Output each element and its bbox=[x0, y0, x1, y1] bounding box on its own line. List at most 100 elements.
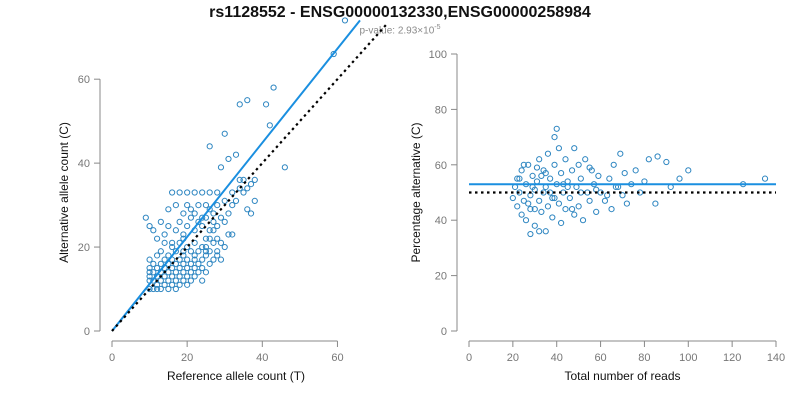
y-axis-title: Alternative allele count (C) bbox=[57, 122, 71, 263]
data-point bbox=[575, 161, 582, 168]
data-point bbox=[195, 248, 202, 255]
data-point bbox=[266, 122, 273, 129]
data-point bbox=[531, 222, 538, 229]
data-point bbox=[544, 203, 552, 210]
data-point bbox=[146, 269, 153, 276]
data-point bbox=[632, 167, 639, 174]
data-point bbox=[621, 170, 628, 177]
data-point bbox=[180, 210, 187, 217]
data-point bbox=[157, 248, 164, 255]
x-tick-label: 0 bbox=[466, 352, 472, 364]
data-point bbox=[157, 260, 164, 267]
x-axis-title: Reference allele count (T) bbox=[167, 369, 305, 383]
data-point bbox=[187, 277, 195, 284]
data-point bbox=[195, 260, 202, 267]
data-point bbox=[217, 239, 225, 246]
data-point bbox=[244, 185, 251, 192]
data-point bbox=[210, 256, 217, 263]
data-point bbox=[199, 256, 206, 263]
data-point bbox=[244, 97, 251, 104]
data-point bbox=[551, 194, 558, 202]
data-point bbox=[187, 248, 195, 255]
data-point bbox=[184, 189, 191, 196]
data-point bbox=[180, 277, 187, 284]
data-point bbox=[536, 197, 543, 204]
data-point bbox=[341, 17, 349, 24]
data-point bbox=[165, 252, 172, 259]
data-point bbox=[232, 151, 240, 158]
data-point bbox=[536, 228, 543, 235]
data-point bbox=[165, 206, 172, 213]
data-point bbox=[169, 281, 176, 288]
data-point bbox=[206, 260, 213, 267]
data-point bbox=[202, 235, 210, 242]
data-point bbox=[184, 264, 191, 272]
data-point bbox=[214, 222, 221, 230]
data-point bbox=[232, 197, 240, 204]
data-point bbox=[176, 281, 183, 288]
data-point bbox=[210, 227, 217, 234]
y-tick-label: 20 bbox=[435, 271, 447, 283]
data-point bbox=[169, 273, 176, 280]
data-point bbox=[610, 161, 617, 168]
p-value-exponent: -5 bbox=[434, 24, 441, 31]
data-point bbox=[161, 281, 168, 288]
data-point bbox=[514, 175, 521, 182]
data-point bbox=[199, 189, 206, 196]
data-point bbox=[191, 252, 198, 259]
data-point bbox=[172, 277, 179, 284]
data-point bbox=[165, 285, 172, 293]
data-point bbox=[551, 161, 558, 168]
regression-fit-line bbox=[111, 19, 361, 332]
data-point bbox=[225, 155, 232, 163]
data-point bbox=[214, 235, 221, 242]
data-point bbox=[562, 206, 569, 213]
data-point bbox=[623, 200, 630, 207]
data-point bbox=[575, 203, 582, 210]
data-point bbox=[195, 201, 202, 209]
data-point bbox=[540, 189, 547, 196]
data-point bbox=[202, 243, 210, 251]
x-tick-label: 20 bbox=[181, 352, 193, 364]
data-point bbox=[586, 197, 593, 204]
data-point bbox=[229, 231, 236, 238]
data-point bbox=[527, 206, 534, 213]
data-point bbox=[595, 172, 602, 179]
data-point bbox=[206, 235, 213, 242]
data-point bbox=[146, 264, 153, 272]
y-tick-label: 100 bbox=[429, 49, 447, 61]
data-point bbox=[251, 176, 258, 184]
data-point bbox=[571, 145, 578, 152]
data-point bbox=[214, 248, 221, 255]
p-value-label: p-value: 2.93×10-5 bbox=[0, 24, 800, 36]
data-point bbox=[547, 175, 554, 182]
data-point bbox=[161, 256, 168, 263]
data-point bbox=[165, 277, 172, 284]
data-point bbox=[606, 175, 613, 182]
data-point bbox=[202, 248, 210, 255]
data-point bbox=[195, 218, 202, 225]
y-tick-label: 80 bbox=[435, 104, 447, 116]
y-tick-label: 60 bbox=[78, 74, 90, 86]
data-point bbox=[180, 269, 187, 276]
data-point bbox=[146, 256, 153, 263]
data-point bbox=[516, 189, 523, 196]
data-point bbox=[217, 214, 225, 221]
data-point bbox=[531, 206, 538, 213]
data-point bbox=[520, 161, 527, 168]
data-point bbox=[619, 192, 626, 199]
data-point bbox=[146, 273, 153, 280]
data-point bbox=[176, 189, 183, 196]
data-point bbox=[225, 210, 232, 217]
data-point bbox=[191, 189, 198, 196]
data-point bbox=[180, 231, 187, 238]
data-point bbox=[199, 214, 206, 221]
data-point bbox=[217, 164, 225, 171]
data-point bbox=[153, 264, 161, 272]
data-point bbox=[202, 252, 210, 259]
x-tick-label: 20 bbox=[507, 352, 519, 364]
data-point bbox=[577, 175, 584, 182]
data-point bbox=[555, 145, 563, 152]
data-point bbox=[516, 175, 523, 182]
